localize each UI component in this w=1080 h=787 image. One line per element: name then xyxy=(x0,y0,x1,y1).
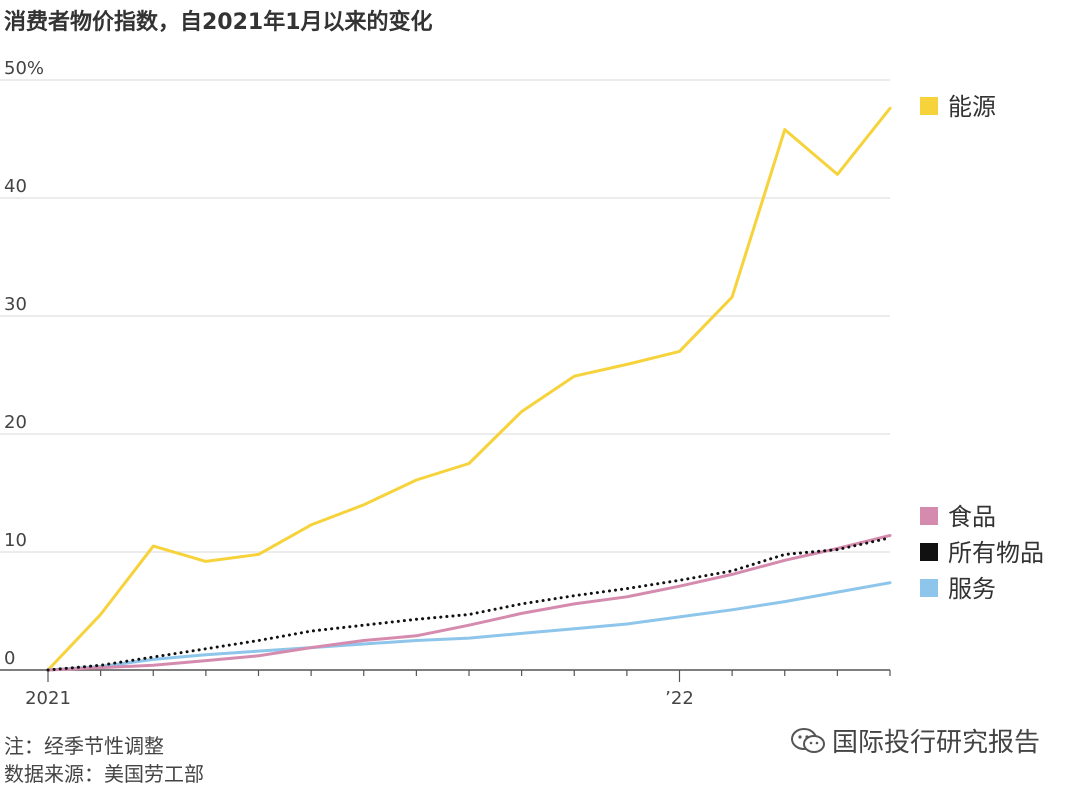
watermark: 国际投行研究报告 xyxy=(790,722,1040,759)
legend-label: 食品 xyxy=(948,503,996,531)
wechat-icon xyxy=(791,727,825,753)
series-line-所有物品 xyxy=(46,536,892,672)
gridlines xyxy=(0,79,890,553)
legend-label: 服务 xyxy=(948,575,996,603)
series-line-能源 xyxy=(46,106,892,672)
legend-swatch xyxy=(920,579,938,597)
chart-title: 消费者物价指数，自2021年1月以来的变化 xyxy=(4,10,433,35)
source-note: 数据来源：美国劳工部 xyxy=(4,762,204,786)
y-axis-tick-labels: 50% 40 30 20 10 0 xyxy=(4,58,44,669)
legend-swatch xyxy=(920,507,938,525)
series-lines xyxy=(46,106,892,672)
legend-swatch xyxy=(920,97,938,115)
watermark-text: 国际投行研究报告 xyxy=(832,728,1041,758)
legend-swatch xyxy=(920,543,938,561)
series-line-服务 xyxy=(46,581,892,672)
legend-label: 能源 xyxy=(948,93,996,121)
footnote: 注：经季节性调整 xyxy=(4,734,164,758)
y-tick-label: 10 xyxy=(4,530,27,551)
legend-label: 所有物品 xyxy=(948,539,1044,567)
series-line-食品 xyxy=(46,534,892,672)
y-tick-label: 0 xyxy=(4,648,15,669)
y-tick-label: 20 xyxy=(4,412,27,433)
x-axis: 2021 ’22 xyxy=(0,669,891,709)
y-tick-label: 30 xyxy=(4,294,27,315)
y-tick-label: 50% xyxy=(4,58,44,79)
x-tick-label: 2021 xyxy=(25,688,71,709)
x-tick-label: ’22 xyxy=(665,688,694,709)
y-tick-label: 40 xyxy=(4,176,27,197)
